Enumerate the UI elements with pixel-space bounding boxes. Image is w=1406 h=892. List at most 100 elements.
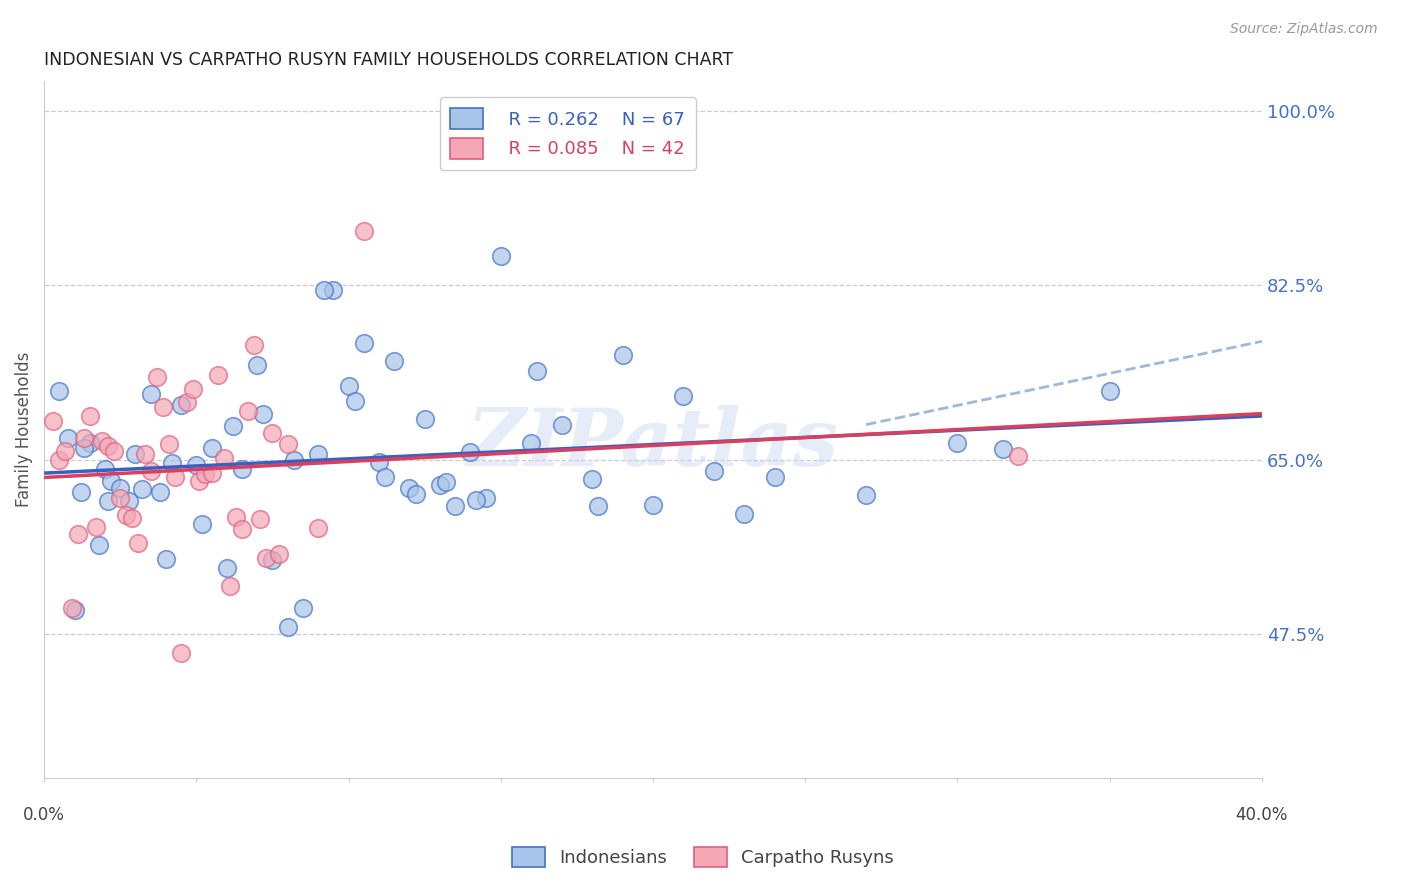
Point (134, 447, 156, 461)
Point (337, 378, 360, 392)
Point (763, 470, 786, 484)
Point (946, 435, 969, 450)
Point (222, 419, 245, 434)
Point (63, 603, 86, 617)
Point (855, 487, 877, 501)
Text: INDONESIAN VS CARPATHO RUSYN FAMILY HOUSEHOLDS CORRELATION CHART: INDONESIAN VS CARPATHO RUSYN FAMILY HOUS… (44, 51, 734, 69)
Point (152, 400, 174, 414)
Legend:   R = 0.262    N = 67,   R = 0.085    N = 42: R = 0.262 N = 67, R = 0.085 N = 42 (440, 97, 696, 169)
Point (69, 485, 91, 500)
Point (672, 389, 695, 403)
Point (191, 516, 214, 531)
Point (460, 445, 482, 459)
Point (526, 364, 548, 378)
Point (131, 482, 153, 496)
Point (94, 462, 117, 476)
Point (97, 439, 120, 453)
Point (252, 407, 274, 421)
Point (163, 470, 186, 484)
Text: Source: ZipAtlas.com: Source: ZipAtlas.com (1230, 22, 1378, 37)
Point (97, 493, 120, 508)
Point (42, 414, 65, 428)
Point (149, 484, 172, 499)
Point (127, 536, 149, 550)
Point (262, 426, 284, 441)
Point (612, 348, 634, 362)
Point (581, 472, 603, 486)
Point (73, 441, 96, 455)
Point (124, 447, 146, 461)
Legend: Indonesians, Carpatho Rusyns: Indonesians, Carpatho Rusyns (505, 839, 901, 874)
Point (368, 455, 391, 469)
Point (194, 467, 217, 481)
Point (160, 456, 183, 470)
Point (586, 500, 609, 514)
Point (246, 358, 269, 372)
Point (200, 466, 222, 480)
Point (48, 453, 70, 467)
Point (91, 434, 114, 448)
Point (283, 453, 305, 467)
Point (254, 551, 277, 566)
Y-axis label: Family Households: Family Households (15, 352, 32, 508)
Point (322, 284, 344, 298)
Point (262, 553, 284, 567)
Point (243, 337, 266, 351)
Point (84, 520, 107, 534)
Point (115, 508, 138, 523)
Point (249, 512, 271, 526)
Point (231, 522, 253, 536)
Point (550, 418, 572, 433)
Point (277, 620, 299, 634)
Point (429, 478, 451, 492)
Point (186, 458, 208, 473)
Point (405, 487, 427, 501)
Point (314, 284, 336, 298)
Point (231, 462, 253, 476)
Point (157, 437, 180, 451)
Point (641, 498, 664, 512)
Point (489, 248, 512, 262)
Point (139, 464, 162, 478)
Text: ZIPatlas: ZIPatlas (467, 405, 839, 483)
Point (382, 354, 405, 368)
Point (413, 412, 436, 426)
Point (1007, 449, 1029, 463)
Point (103, 444, 125, 458)
Point (434, 475, 457, 489)
Text: 0.0%: 0.0% (22, 805, 65, 824)
Point (474, 491, 496, 505)
Point (145, 370, 167, 384)
Point (343, 394, 366, 409)
Point (225, 509, 247, 524)
Point (212, 451, 235, 466)
Point (444, 499, 467, 513)
Point (218, 579, 240, 593)
Point (520, 436, 543, 450)
Point (118, 494, 141, 508)
Point (277, 437, 299, 451)
Point (307, 521, 329, 535)
Point (155, 552, 177, 566)
Point (465, 493, 488, 508)
Point (207, 368, 229, 383)
Point (1098, 384, 1121, 398)
Point (374, 470, 396, 484)
Point (188, 474, 211, 488)
Point (170, 399, 193, 413)
Point (66, 527, 89, 541)
Point (267, 547, 290, 561)
Point (215, 560, 238, 574)
Point (398, 481, 420, 495)
Point (100, 474, 122, 488)
Point (236, 403, 259, 417)
Point (291, 601, 314, 615)
Point (79, 436, 101, 450)
Point (58, 431, 80, 445)
Point (60, 600, 83, 615)
Point (48, 384, 70, 399)
Point (139, 387, 162, 401)
Point (353, 224, 375, 238)
Point (55, 443, 77, 458)
Point (73, 431, 96, 445)
